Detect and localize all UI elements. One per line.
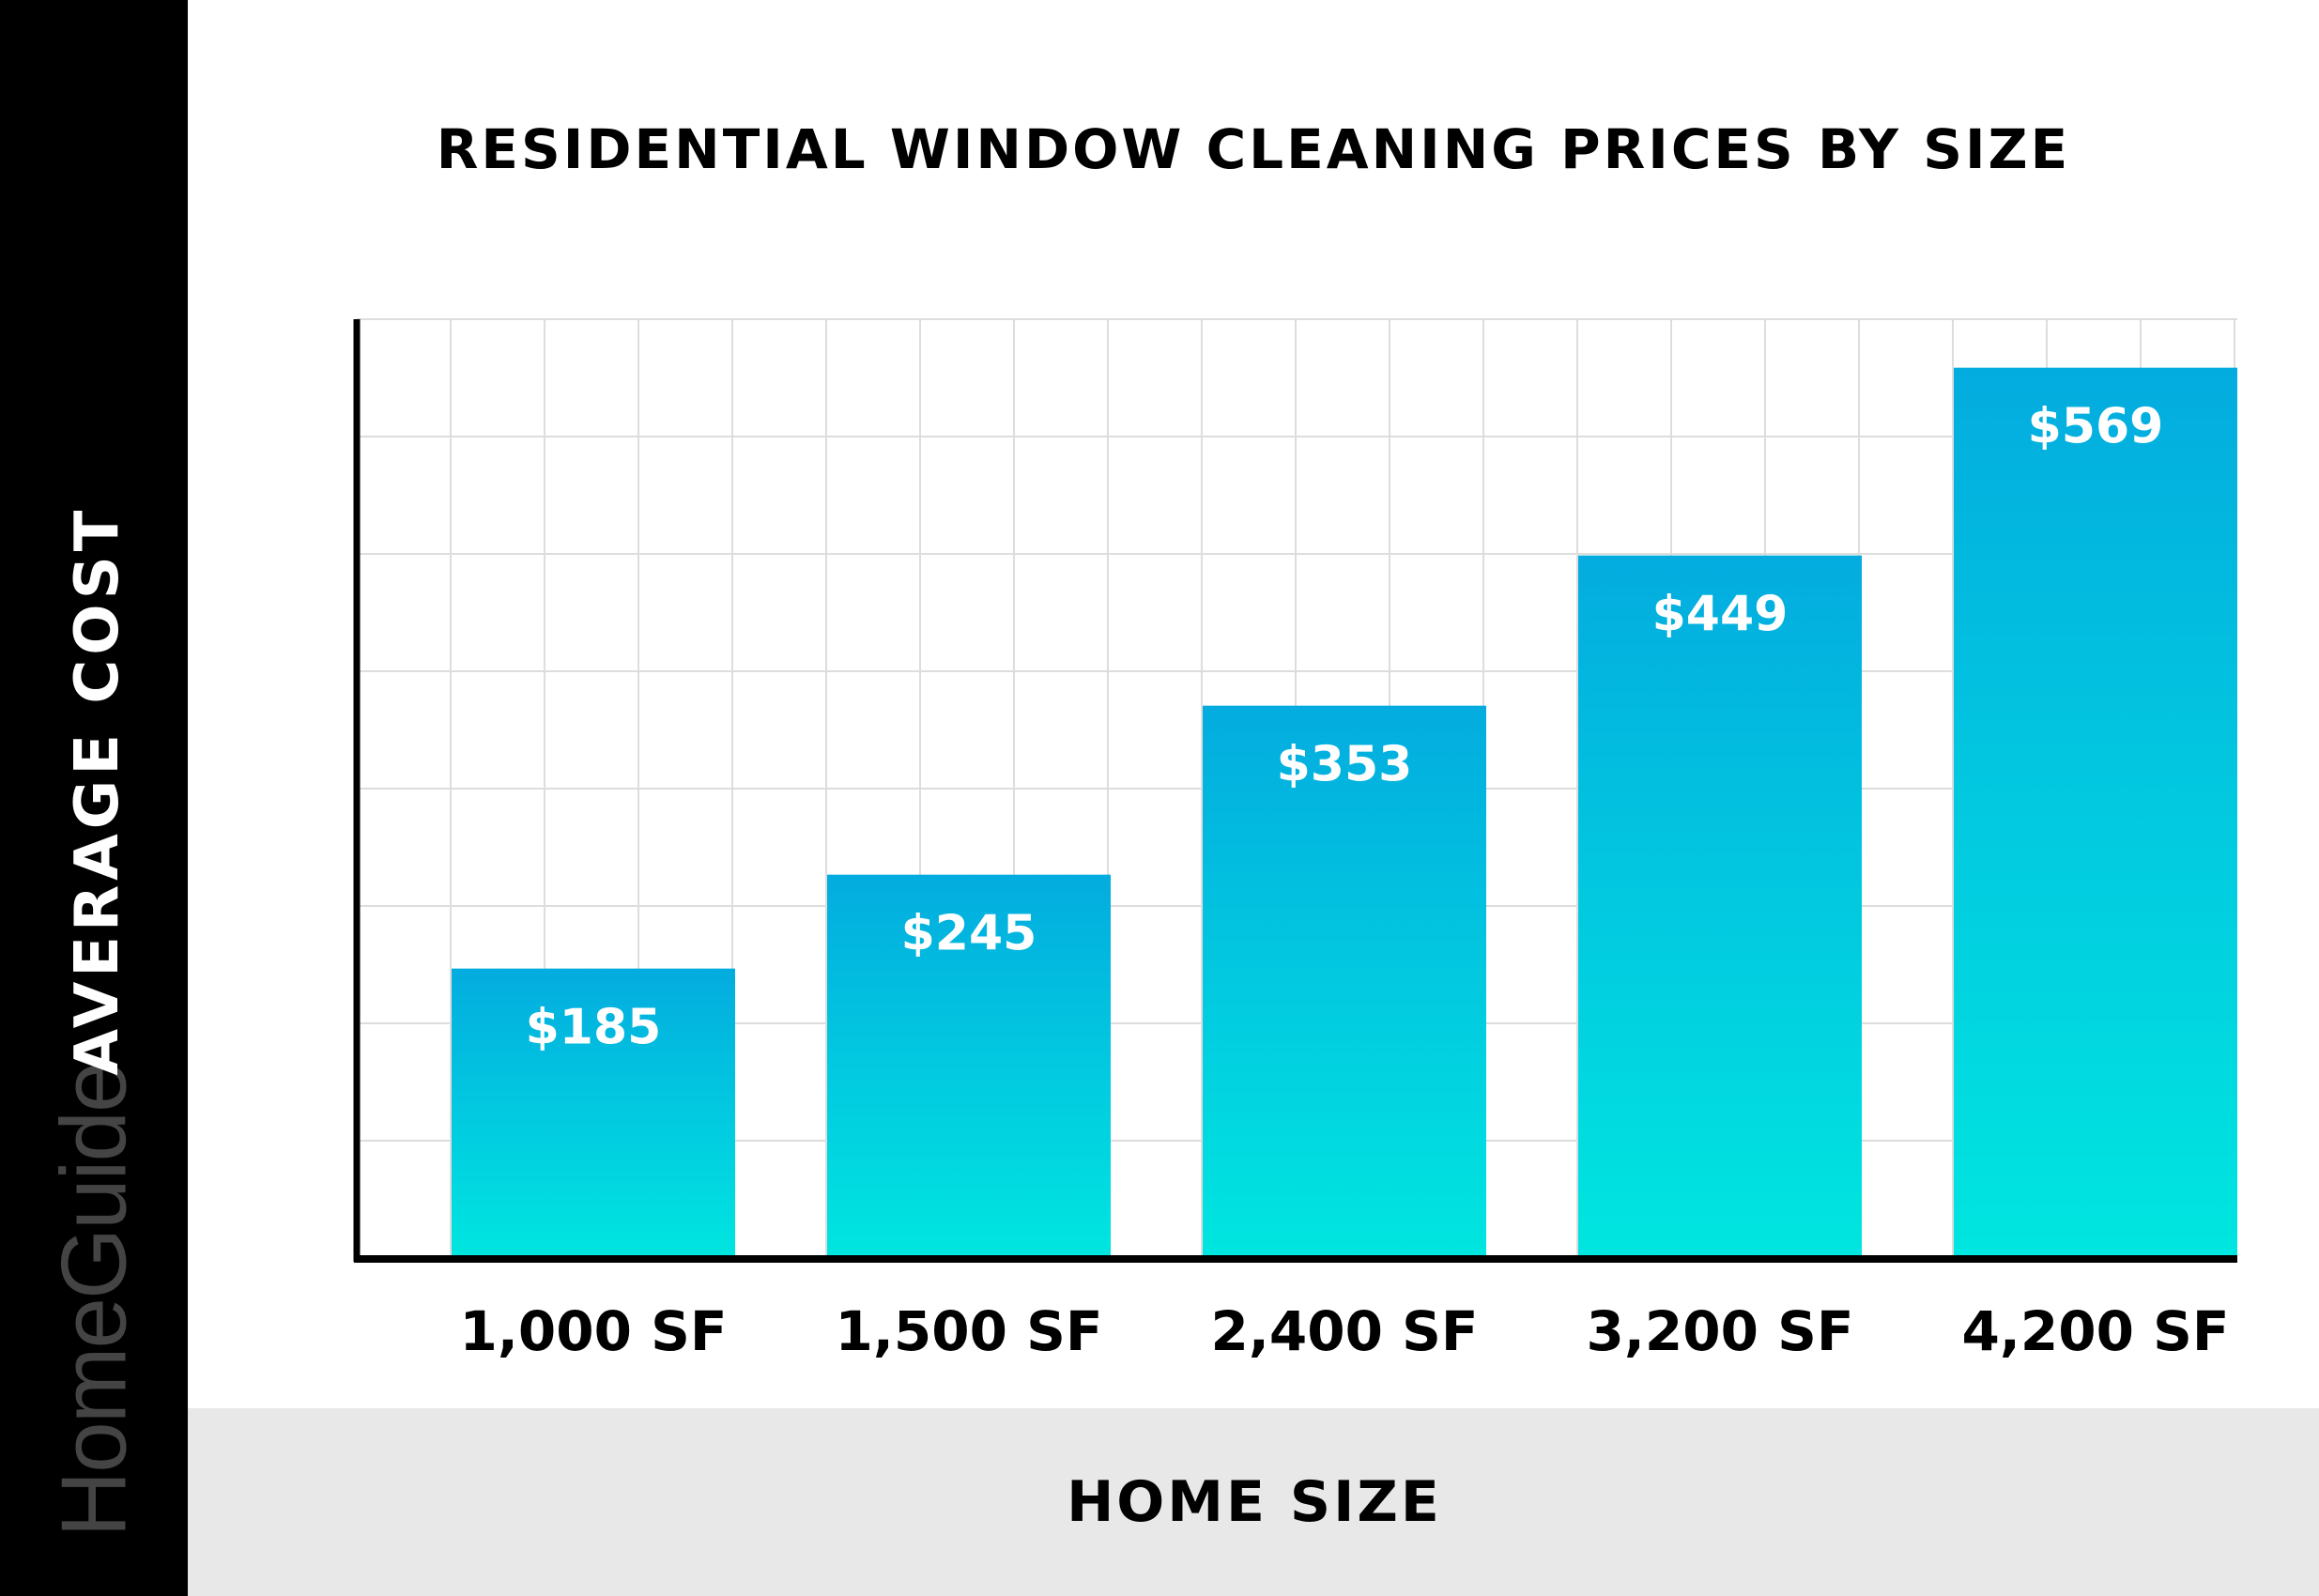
bar-value-label: $569 [2028, 399, 2164, 455]
bar-value-label: $353 [1277, 737, 1413, 793]
category-label: 1,000 SF [459, 1299, 727, 1363]
category-label: 4,200 SF [1961, 1299, 2229, 1363]
labels: $185 1,000 SF $245 1,500 SF $353 2,400 SF $449… [459, 399, 2229, 1363]
chart-title: RESIDENTIAL WINDOW CLEANING PRICES BY SI… [436, 117, 2071, 181]
bar [1203, 705, 1486, 1258]
bar-value-label: $245 [901, 906, 1037, 962]
x-axis-band: HOME SIZE [188, 1408, 2319, 1596]
side-band: HomeGuide AVERAGE COST [0, 0, 188, 1596]
bar [827, 874, 1111, 1258]
bar [452, 968, 735, 1258]
bar-value-label: $185 [526, 1000, 662, 1056]
x-axis-title: HOME SIZE [1067, 1469, 1442, 1535]
bar [1954, 367, 2237, 1259]
category-label: 3,200 SF [1586, 1299, 1853, 1363]
bar-value-label: $449 [1652, 587, 1789, 643]
bars [452, 367, 2237, 1259]
category-label: 2,400 SF [1210, 1299, 1478, 1363]
bar [1578, 555, 1862, 1258]
axes [353, 319, 2237, 1263]
category-label: 1,500 SF [835, 1299, 1102, 1363]
